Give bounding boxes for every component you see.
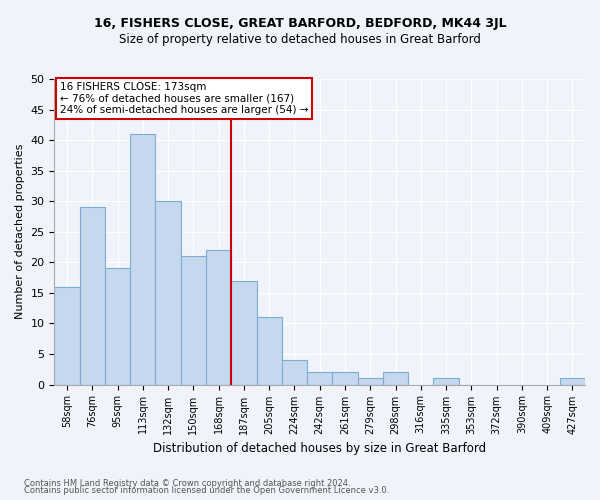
- Bar: [80, 208, 105, 384]
- Bar: [282, 360, 307, 384]
- Bar: [433, 378, 458, 384]
- Bar: [206, 250, 231, 384]
- Text: Contains public sector information licensed under the Open Government Licence v3: Contains public sector information licen…: [24, 486, 389, 495]
- Bar: [155, 201, 181, 384]
- Text: Contains HM Land Registry data © Crown copyright and database right 2024.: Contains HM Land Registry data © Crown c…: [24, 478, 350, 488]
- Bar: [130, 134, 155, 384]
- X-axis label: Distribution of detached houses by size in Great Barford: Distribution of detached houses by size …: [153, 442, 486, 455]
- Bar: [560, 378, 585, 384]
- Bar: [257, 318, 282, 384]
- Bar: [383, 372, 408, 384]
- Text: 16 FISHERS CLOSE: 173sqm
← 76% of detached houses are smaller (167)
24% of semi-: 16 FISHERS CLOSE: 173sqm ← 76% of detach…: [60, 82, 308, 116]
- Bar: [231, 280, 257, 384]
- Text: Size of property relative to detached houses in Great Barford: Size of property relative to detached ho…: [119, 32, 481, 46]
- Bar: [181, 256, 206, 384]
- Y-axis label: Number of detached properties: Number of detached properties: [15, 144, 25, 320]
- Bar: [105, 268, 130, 384]
- Bar: [55, 287, 80, 384]
- Bar: [332, 372, 358, 384]
- Bar: [358, 378, 383, 384]
- Text: 16, FISHERS CLOSE, GREAT BARFORD, BEDFORD, MK44 3JL: 16, FISHERS CLOSE, GREAT BARFORD, BEDFOR…: [94, 18, 506, 30]
- Bar: [307, 372, 332, 384]
